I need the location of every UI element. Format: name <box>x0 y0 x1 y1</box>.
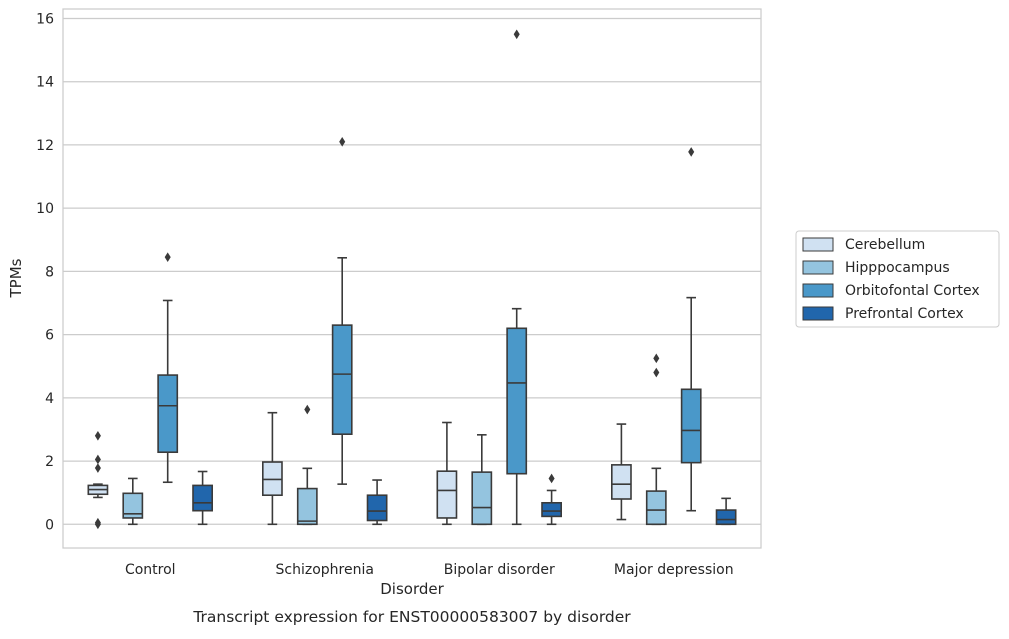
outlier-point <box>653 353 660 364</box>
outlier-point <box>94 463 101 473</box>
box <box>157 252 179 484</box>
x-tick-label: Control <box>125 562 176 578</box>
legend-swatch <box>802 260 834 275</box>
box-body <box>122 492 144 519</box>
outlier-point <box>304 404 311 415</box>
x-tick-label: Major depression <box>614 562 734 578</box>
legend-swatch <box>802 237 834 252</box>
figure-caption: Transcript expression for ENST0000058300… <box>192 608 631 626</box>
box <box>122 477 144 526</box>
legend: Cerebellum Hipppocampus Orbitofontal Corte… <box>795 230 1000 328</box>
outlier-point <box>513 29 520 40</box>
box <box>715 497 737 526</box>
box-body <box>611 464 632 500</box>
box-series <box>87 29 737 530</box>
series-cerebellum <box>87 411 632 530</box>
box <box>296 404 318 526</box>
y-tick-label: 2 <box>45 454 54 470</box>
box-body <box>436 470 458 519</box>
box-body <box>366 494 388 522</box>
box-body <box>471 471 493 526</box>
x-tick-labels: Control Schizophrenia Bipolar disorder Majo… <box>125 562 734 578</box>
x-tick-label: Schizophrenia <box>276 562 374 578</box>
box <box>436 421 458 526</box>
series-orbitofontal-cortex <box>157 29 702 526</box>
box-body <box>541 501 562 518</box>
box-body <box>680 388 702 464</box>
y-tick-labels: 0 2 4 6 8 10 12 14 16 <box>36 11 54 533</box>
box-body <box>715 509 737 526</box>
legend-label: Cerebellum <box>845 237 925 253</box>
legend-label: Orbitofontal Cortex <box>845 283 980 299</box>
box <box>87 430 109 530</box>
y-axis-title: TPMs <box>7 258 25 298</box>
series-prefrontal-cortex <box>192 470 737 526</box>
y-tick-label: 14 <box>36 75 54 91</box>
outlier-point <box>94 454 101 465</box>
y-tick-label: 16 <box>36 11 54 27</box>
legend-swatch <box>802 306 834 321</box>
box <box>262 411 283 526</box>
outlier-point <box>164 252 171 262</box>
box-body <box>296 487 318 526</box>
y-tick-label: 12 <box>36 138 54 154</box>
x-axis-title: Disorder <box>380 580 444 598</box>
box <box>680 147 702 512</box>
outlier-point <box>653 367 660 378</box>
plot-area <box>63 9 761 548</box>
box-body <box>157 374 179 454</box>
legend-label: Prefrontal Cortex <box>845 306 964 322</box>
outlier-point <box>94 519 101 530</box>
legend-swatch <box>802 283 834 298</box>
outlier-point <box>339 136 346 147</box>
box <box>331 136 353 485</box>
y-tick-label: 8 <box>45 264 54 280</box>
outlier-point <box>548 473 555 484</box>
y-tick-label: 10 <box>36 201 54 217</box>
outlier-point <box>688 147 695 157</box>
box-body <box>645 490 667 526</box>
outlier-point <box>94 430 101 441</box>
box-body <box>192 484 213 512</box>
legend-label: Hipppocampus <box>845 260 950 276</box>
box <box>366 479 388 526</box>
box <box>471 434 493 526</box>
plot-frame <box>62 8 762 549</box>
series-hipppocampus <box>122 353 667 526</box>
box <box>506 29 528 526</box>
box-body <box>331 324 353 435</box>
y-tick-label: 6 <box>45 328 54 344</box>
box <box>541 473 562 526</box>
x-tick-label: Bipolar disorder <box>444 562 555 578</box>
box <box>192 470 213 526</box>
legend-frame <box>795 230 1000 328</box>
box <box>611 423 632 521</box>
box-body <box>506 327 528 475</box>
y-tick-label: 4 <box>45 391 54 407</box>
grid-lines <box>63 17 761 525</box>
box <box>645 353 667 526</box>
y-tick-label: 0 <box>45 517 54 533</box>
